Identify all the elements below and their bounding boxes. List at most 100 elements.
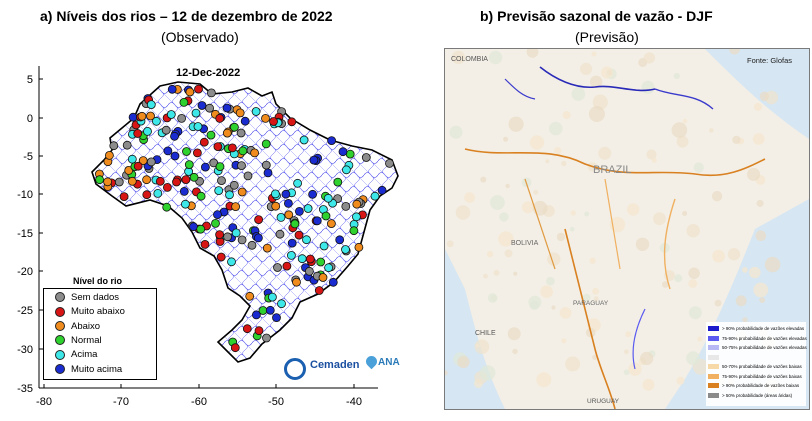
land-texture-patch bbox=[682, 118, 688, 124]
land-texture-patch bbox=[545, 159, 550, 164]
station-dot bbox=[354, 242, 364, 252]
station-dot bbox=[335, 235, 345, 245]
forecast-legend-label: > 90% probabilidade de vazões baixas bbox=[722, 383, 800, 388]
station-dot bbox=[272, 313, 281, 323]
legend-item: Sem dados bbox=[55, 292, 119, 304]
label-uruguay: URUGUAY bbox=[587, 398, 620, 405]
land-texture-patch bbox=[697, 336, 703, 342]
station-dot bbox=[261, 139, 271, 149]
legend-dot-icon bbox=[55, 292, 65, 303]
x-tick-label: -50 bbox=[268, 396, 284, 408]
station-dot bbox=[271, 201, 281, 211]
land-texture-patch bbox=[641, 80, 655, 94]
station-dot bbox=[229, 122, 239, 132]
station-dot bbox=[267, 292, 277, 302]
land-texture-patch bbox=[753, 102, 763, 111]
station-dot bbox=[341, 165, 351, 175]
station-dot bbox=[294, 230, 304, 240]
station-dot bbox=[153, 188, 163, 198]
station-dot bbox=[206, 130, 216, 140]
forecast-legend-item bbox=[708, 354, 722, 361]
station-dot bbox=[341, 201, 351, 211]
land-texture-patch bbox=[755, 230, 767, 241]
land-texture-patch bbox=[493, 269, 500, 276]
land-texture-patch bbox=[490, 195, 505, 210]
land-texture-patch bbox=[498, 231, 514, 247]
land-texture-patch bbox=[727, 248, 741, 261]
land-texture-patch bbox=[570, 210, 576, 216]
land-texture-patch bbox=[686, 224, 700, 238]
station-dot bbox=[345, 149, 355, 159]
station-dot bbox=[275, 229, 285, 239]
station-dot bbox=[269, 117, 278, 126]
station-dot bbox=[319, 241, 329, 251]
station-dot bbox=[213, 142, 223, 152]
forecast-legend-swatch bbox=[708, 392, 719, 398]
station-dot bbox=[265, 305, 275, 315]
land-texture-patch bbox=[759, 91, 770, 101]
station-dot bbox=[95, 175, 104, 185]
legend-item: Muito abaixo bbox=[55, 306, 125, 318]
land-texture-patch bbox=[591, 51, 597, 57]
land-texture-patch bbox=[533, 189, 539, 195]
station-dot bbox=[290, 219, 300, 229]
land-texture-patch bbox=[732, 135, 741, 144]
land-texture-patch bbox=[561, 338, 567, 344]
river-north-2 bbox=[654, 88, 714, 110]
land-texture-patch bbox=[651, 157, 657, 163]
station-dot bbox=[324, 263, 334, 273]
station-dot bbox=[163, 146, 173, 156]
land-texture-patch bbox=[457, 355, 470, 369]
station-dot bbox=[349, 226, 359, 236]
station-dot bbox=[302, 235, 311, 245]
land-texture-patch bbox=[569, 226, 575, 232]
station-dot bbox=[314, 286, 324, 295]
station-dot bbox=[196, 224, 206, 234]
station-dot bbox=[262, 243, 272, 253]
land-texture-patch bbox=[686, 351, 700, 366]
land-texture-patch bbox=[504, 249, 513, 258]
land-texture-patch bbox=[688, 279, 698, 288]
land-texture-patch bbox=[606, 69, 613, 76]
station-dot bbox=[211, 218, 220, 228]
y-ticks: 5 0 -5 -10 -15 -20 -25 -30 -35 bbox=[17, 74, 43, 395]
station-dot bbox=[281, 189, 291, 199]
land-texture-patch bbox=[623, 369, 630, 376]
legend-dot-icon bbox=[55, 335, 65, 346]
station-dot bbox=[323, 193, 333, 203]
station-dot bbox=[215, 114, 225, 123]
land-texture-patch bbox=[624, 349, 629, 355]
land-texture-patch bbox=[742, 317, 748, 323]
land-texture-patch bbox=[673, 72, 680, 80]
station-dot bbox=[338, 147, 348, 157]
label-bolivia: BOLIVIA bbox=[511, 240, 539, 247]
forecast-legend-swatch bbox=[708, 345, 719, 351]
river-levels-map: -80 -70 -60 -50 -40 5 0 -5 -10 -15 -20 -25 -30 -35 1… bbox=[17, 66, 399, 408]
land-texture-patch bbox=[540, 285, 553, 298]
x-ticks: -80 -70 -60 -50 -40 bbox=[36, 384, 362, 408]
station-dot bbox=[242, 324, 252, 334]
station-dot bbox=[351, 212, 361, 222]
label-chile: CHILE bbox=[475, 330, 496, 337]
station-dot bbox=[133, 161, 143, 171]
station-dot bbox=[237, 235, 247, 245]
land-texture-patch bbox=[598, 146, 612, 160]
station-dot bbox=[103, 177, 112, 187]
land-texture-patch bbox=[749, 266, 761, 279]
y-tick-label: -5 bbox=[23, 151, 33, 163]
x-tick-label: -40 bbox=[346, 396, 362, 408]
station-dot bbox=[196, 191, 206, 201]
station-dots bbox=[95, 84, 394, 353]
station-dot bbox=[308, 189, 318, 199]
station-dot bbox=[230, 343, 240, 353]
land-texture-patch bbox=[752, 133, 765, 145]
land-texture-patch bbox=[592, 287, 600, 295]
land-texture-patch bbox=[753, 282, 769, 298]
station-dot bbox=[326, 219, 336, 229]
station-dot bbox=[236, 128, 246, 138]
land-texture-patch bbox=[589, 257, 596, 264]
station-dot bbox=[243, 171, 253, 181]
station-dot bbox=[262, 333, 271, 343]
river-parana bbox=[564, 228, 616, 410]
station-dot bbox=[370, 191, 380, 201]
